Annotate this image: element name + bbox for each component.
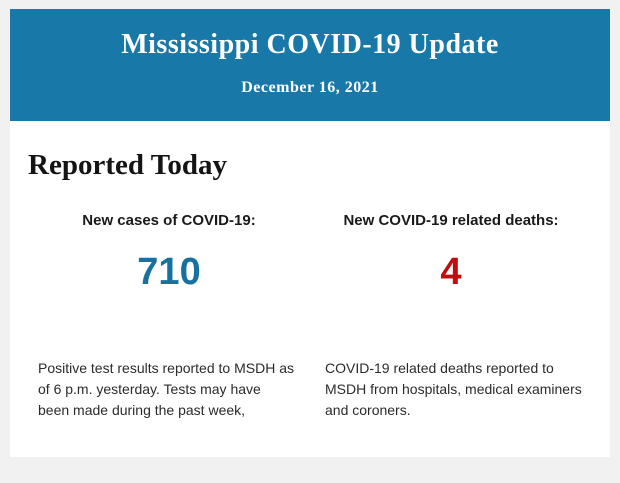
deaths-count: 4: [440, 251, 462, 293]
newsletter-title: Mississippi COVID-19 Update: [121, 29, 499, 60]
reported-today-heading: Reported Today: [28, 149, 228, 181]
newsletter-date: December 16, 2021: [241, 79, 379, 96]
header-banner: Mississippi COVID-19 Update December 16,…: [10, 9, 610, 121]
cases-count: 710: [137, 251, 201, 293]
deaths-column: New COVID-19 related deaths: 4: [310, 212, 592, 294]
descriptions-row: Positive test results reported to MSDH a…: [28, 358, 592, 421]
content-area: Reported Today New cases of COVID-19: 71…: [10, 121, 610, 457]
deaths-label: New COVID-19 related deaths:: [343, 212, 559, 229]
cases-column: New cases of COVID-19: 710: [28, 212, 310, 294]
newsletter-card: Mississippi COVID-19 Update December 16,…: [10, 9, 610, 457]
cases-description: Positive test results reported to MSDH a…: [38, 360, 294, 418]
deaths-description: COVID-19 related deaths reported to MSDH…: [325, 360, 582, 418]
stats-row: New cases of COVID-19: 710 New COVID-19 …: [28, 212, 592, 294]
cases-label: New cases of COVID-19:: [82, 212, 256, 229]
